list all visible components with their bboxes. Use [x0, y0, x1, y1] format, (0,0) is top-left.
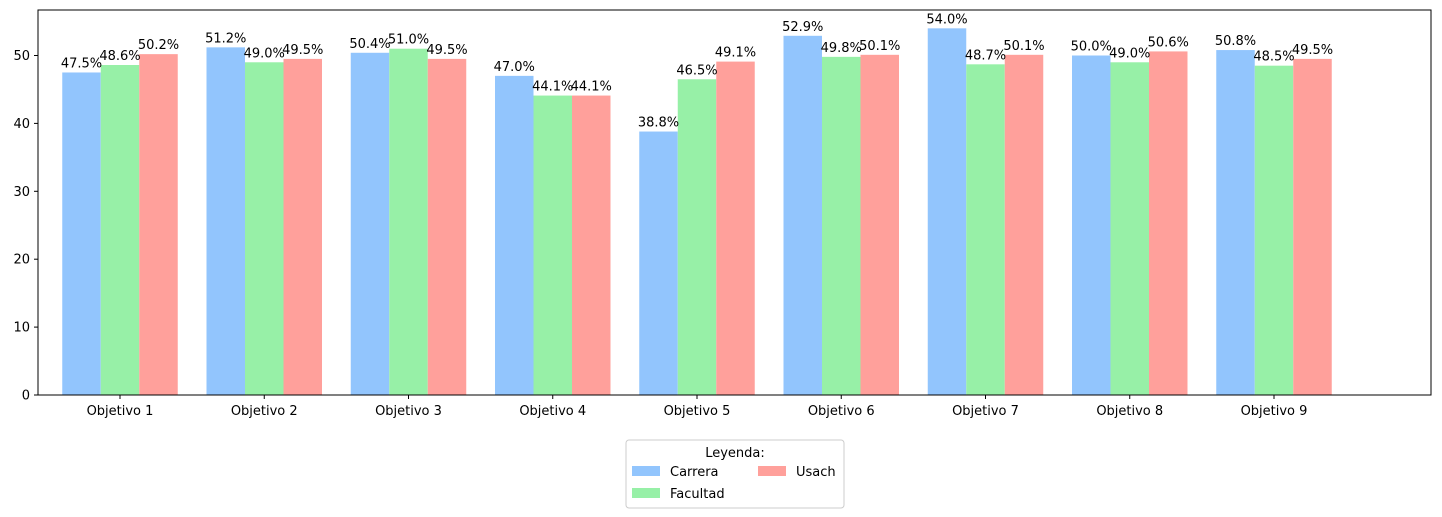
- bar-carrera-8: [1072, 55, 1111, 396]
- value-label-usach-7: 50.1%: [1003, 39, 1044, 54]
- value-label-facultad-6: 49.8%: [821, 41, 862, 56]
- bar-usach-6: [860, 54, 899, 396]
- x-tick-label-2: Objetivo 2: [231, 404, 298, 419]
- y-tick-label-50: 50: [13, 49, 30, 64]
- value-label-facultad-5: 46.5%: [676, 63, 717, 78]
- value-label-carrera-9: 50.8%: [1215, 34, 1256, 49]
- legend-swatch-facultad: [632, 488, 660, 498]
- bar-usach-3: [427, 58, 467, 395]
- x-tick-label-7: Objetivo 7: [952, 404, 1019, 419]
- bar-carrera-4: [495, 75, 534, 396]
- value-label-facultad-9: 48.5%: [1253, 50, 1294, 65]
- value-label-usach-2: 49.5%: [282, 43, 323, 58]
- bar-facultad-8: [1110, 62, 1149, 395]
- value-label-carrera-1: 47.5%: [61, 56, 102, 71]
- value-label-usach-9: 49.5%: [1292, 43, 1333, 58]
- x-tick-label-3: Objetivo 3: [375, 404, 442, 419]
- bar-usach-2: [283, 58, 322, 395]
- value-label-usach-3: 49.5%: [426, 43, 467, 58]
- value-label-carrera-6: 52.9%: [782, 20, 823, 35]
- legend-title: Leyenda:: [705, 446, 765, 461]
- legend-label-facultad: Facultad: [670, 487, 725, 502]
- bar-carrera-3: [350, 52, 390, 395]
- x-tick-label-8: Objetivo 8: [1096, 404, 1163, 419]
- legend-swatch-carrera: [632, 466, 660, 476]
- bar-carrera-2: [206, 47, 245, 395]
- bar-facultad-4: [533, 95, 572, 395]
- bar-facultad-9: [1254, 65, 1294, 396]
- legend-label-carrera: Carrera: [670, 465, 719, 480]
- bar-carrera-9: [1216, 50, 1255, 396]
- y-tick-label-40: 40: [13, 117, 30, 132]
- bar-facultad-2: [245, 62, 284, 395]
- bar-carrera-7: [927, 28, 967, 396]
- bar-usach-9: [1293, 58, 1332, 395]
- value-label-carrera-5: 38.8%: [638, 116, 679, 131]
- value-label-carrera-4: 47.0%: [494, 60, 535, 75]
- legend-swatch-usach: [758, 466, 786, 476]
- value-label-carrera-7: 54.0%: [926, 12, 967, 27]
- x-tick-label-1: Objetivo 1: [87, 404, 154, 419]
- bar-usach-4: [572, 95, 611, 395]
- bar-facultad-6: [822, 56, 861, 395]
- y-tick-label-20: 20: [13, 253, 30, 268]
- bar-facultad-3: [389, 48, 428, 395]
- bar-carrera-1: [62, 72, 101, 395]
- value-label-facultad-7: 48.7%: [965, 48, 1006, 63]
- bar-usach-1: [139, 54, 178, 395]
- value-label-carrera-3: 50.4%: [349, 37, 390, 52]
- bar-usach-8: [1149, 51, 1188, 396]
- legend-label-usach: Usach: [796, 465, 836, 480]
- value-label-usach-8: 50.6%: [1148, 35, 1189, 50]
- legend-box: [625, 439, 845, 509]
- value-label-carrera-2: 51.2%: [205, 31, 246, 46]
- value-label-facultad-4: 44.1%: [532, 80, 573, 95]
- y-tick-label-30: 30: [13, 185, 30, 200]
- bar-usach-5: [716, 61, 755, 395]
- x-tick-label-5: Objetivo 5: [664, 404, 731, 419]
- value-label-usach-1: 50.2%: [138, 38, 179, 53]
- x-tick-label-6: Objetivo 6: [808, 404, 875, 419]
- bar-facultad-7: [966, 64, 1005, 395]
- legend: Leyenda: Carrera Facultad Usach: [625, 439, 845, 509]
- value-label-facultad-2: 49.0%: [244, 46, 285, 61]
- bar-carrera-6: [783, 35, 822, 396]
- y-tick-label-10: 10: [13, 321, 30, 336]
- value-label-usach-4: 44.1%: [571, 80, 612, 95]
- bar-facultad-1: [100, 65, 140, 395]
- value-label-usach-5: 49.1%: [715, 46, 756, 61]
- value-label-facultad-3: 51.0%: [388, 33, 429, 48]
- plot-frame: [37, 9, 1432, 396]
- value-label-facultad-8: 49.0%: [1109, 46, 1150, 61]
- value-label-carrera-8: 50.0%: [1071, 39, 1112, 54]
- x-tick-label-4: Objetivo 4: [519, 404, 586, 419]
- x-tick-label-9: Objetivo 9: [1241, 404, 1308, 419]
- value-label-usach-6: 50.1%: [859, 39, 900, 54]
- bar-facultad-5: [677, 79, 717, 395]
- value-label-facultad-1: 48.6%: [99, 49, 140, 64]
- bar-usach-7: [1004, 54, 1044, 396]
- y-tick-label-0: 0: [22, 389, 30, 404]
- bar-carrera-5: [639, 131, 678, 396]
